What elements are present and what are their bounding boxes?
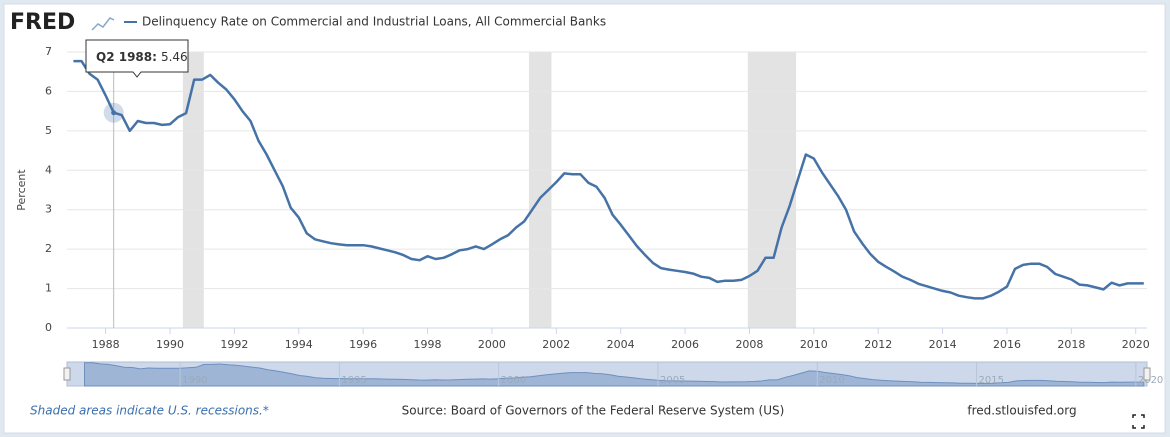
y-tick-label: 0 [45, 321, 52, 334]
x-tick-label: 2010 [800, 338, 828, 351]
y-tick-label: 7 [45, 45, 52, 58]
x-tick-label: 2012 [864, 338, 892, 351]
navigator-handle[interactable] [1143, 367, 1151, 381]
y-tick-label: 4 [45, 163, 52, 176]
x-tick-label: 1994 [285, 338, 313, 351]
logo-icon [91, 17, 115, 31]
recession-band [182, 52, 204, 328]
x-tick-label: 2018 [1057, 338, 1085, 351]
x-tick-label: 1988 [92, 338, 120, 351]
x-tick-label: 2000 [478, 338, 506, 351]
tooltip-box [85, 39, 189, 78]
x-tick-label: 2004 [607, 338, 635, 351]
y-tick-label: 3 [45, 203, 52, 216]
x-tick-label: 1998 [414, 338, 442, 351]
data-line [73, 59, 1144, 300]
x-tick-label: 2006 [671, 338, 699, 351]
tooltip-label: Q2 1988: [96, 50, 157, 64]
tooltip-text: Q2 1988: 5.46 [96, 50, 188, 64]
navigator-tick-label: 2010 [819, 375, 844, 386]
navigator-tick-label: 1990 [182, 375, 207, 386]
navigator-tick-label: 2005 [660, 375, 685, 386]
logo: FRED [10, 10, 75, 35]
y-tick-label: 6 [45, 84, 52, 97]
recession-band [528, 52, 552, 328]
x-tick-label: 2002 [542, 338, 570, 351]
hover-point [111, 110, 117, 116]
legend-label: Delinquency Rate on Commercial and Indus… [142, 15, 606, 29]
x-tick-label: 2014 [929, 338, 957, 351]
recession-band [747, 52, 797, 328]
x-tick-label: 2008 [735, 338, 763, 351]
navigator-tick-label: 2020 [1138, 375, 1163, 386]
navigator-handle[interactable] [63, 367, 71, 381]
navigator-tick-label: 1995 [341, 375, 366, 386]
x-tick-label: 1990 [156, 338, 184, 351]
navigator-tick-label: 2015 [979, 375, 1004, 386]
x-tick-label: 1996 [349, 338, 377, 351]
source: Source: Board of Governors of the Federa… [402, 404, 785, 418]
site-link[interactable]: fred.stlouisfed.org [967, 404, 1076, 418]
x-tick-label: 2020 [1122, 338, 1150, 351]
recession-note[interactable]: Shaded areas indicate U.S. recessions.* [30, 404, 269, 418]
y-tick-label: 5 [45, 124, 52, 137]
y-tick-label: 1 [45, 282, 52, 295]
navigator-area [83, 362, 1145, 387]
x-tick-label: 1992 [220, 338, 248, 351]
fullscreen-icon[interactable] [1132, 414, 1145, 429]
navigator-tick-label: 2000 [501, 375, 526, 386]
x-tick-label: 2016 [993, 338, 1021, 351]
y-tick-label: 2 [45, 242, 52, 255]
y-axis-label: Percent [15, 169, 28, 211]
tooltip-value: 5.46 [161, 50, 188, 64]
